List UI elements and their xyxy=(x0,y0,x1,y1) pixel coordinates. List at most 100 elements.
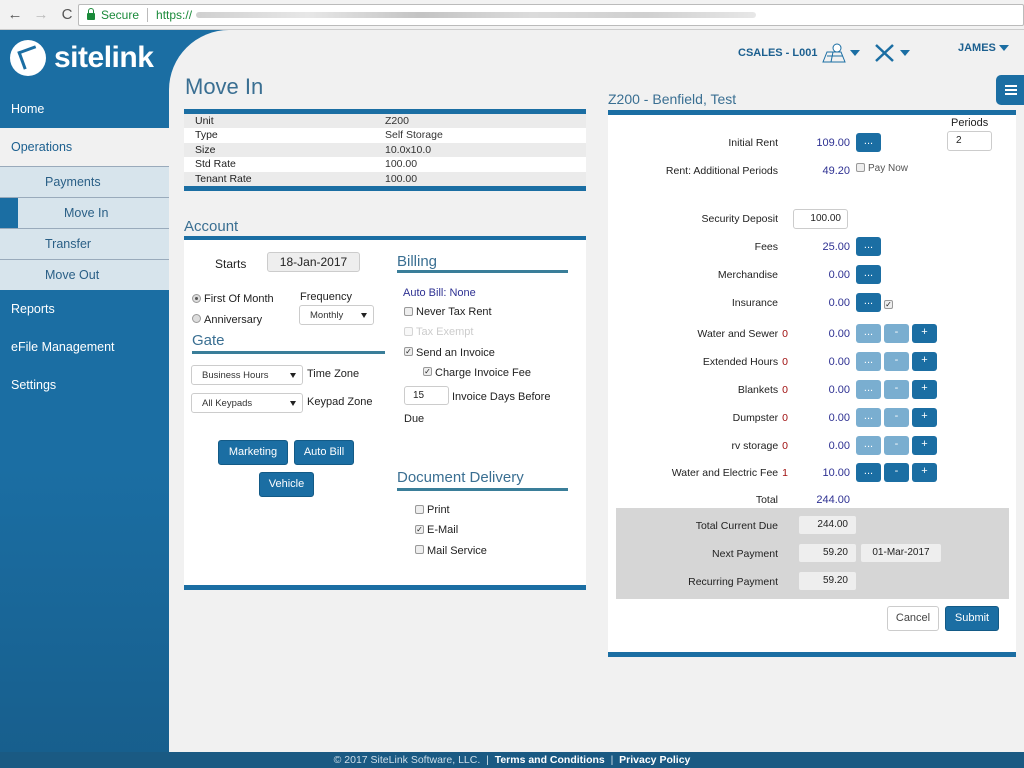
charge-minus-button[interactable]: - xyxy=(884,324,909,343)
additional-periods-label: Rent: Additional Periods xyxy=(665,165,778,177)
mail-service-checkbox[interactable] xyxy=(415,545,424,554)
vehicle-button[interactable]: Vehicle xyxy=(259,472,314,497)
insurance-checkbox[interactable]: ✓ xyxy=(884,300,893,309)
charge-more-button[interactable]: ... xyxy=(856,463,881,482)
invoice-days-input[interactable]: 15 xyxy=(404,386,449,405)
never-tax-rent-checkbox[interactable] xyxy=(404,307,413,316)
starts-date-field[interactable]: 18-Jan-2017 xyxy=(267,252,360,272)
charge-minus-button[interactable]: - xyxy=(884,380,909,399)
mail-service-label: Mail Service xyxy=(427,545,487,557)
user-menu[interactable]: JAMES xyxy=(958,42,1009,54)
total-current-due-label: Total Current Due xyxy=(695,520,778,532)
charge-plus-button[interactable]: + xyxy=(912,436,937,455)
charge-label: Extended Hours 0 xyxy=(620,356,788,368)
charge-minus-button[interactable]: - xyxy=(884,352,909,371)
time-zone-value: Business Hours xyxy=(202,369,269,381)
chevron-down-icon xyxy=(850,50,861,56)
cancel-button[interactable]: Cancel xyxy=(887,606,939,631)
charge-minus-button[interactable]: - xyxy=(884,408,909,427)
charge-plus-button[interactable]: + xyxy=(912,352,937,371)
table-row: Unit Z200 xyxy=(184,114,586,129)
logo-text: sitelink xyxy=(54,41,154,74)
sidebar-item-efile[interactable]: eFile Management xyxy=(11,340,115,354)
charge-plus-button[interactable]: + xyxy=(912,408,937,427)
total-amount: 244.00 xyxy=(816,494,850,506)
charge-minus-button[interactable]: - xyxy=(884,436,909,455)
tools-menu[interactable] xyxy=(873,42,910,64)
sidebar-item-reports[interactable]: Reports xyxy=(11,302,55,316)
logo-icon xyxy=(10,40,46,76)
chevron-down-icon xyxy=(900,50,910,56)
print-checkbox[interactable] xyxy=(415,505,424,514)
first-of-month-radio[interactable] xyxy=(192,294,201,303)
tax-exempt-checkbox[interactable] xyxy=(404,327,413,336)
insurance-more-button[interactable]: ... xyxy=(856,293,881,312)
user-label: JAMES xyxy=(958,42,996,54)
charge-more-button[interactable]: ... xyxy=(856,408,881,427)
periods-input[interactable]: 2 xyxy=(947,131,992,151)
unit-info-table: Unit Z200 Type Self Storage Size 10.0x10.0 … xyxy=(184,109,586,191)
charge-minus-button[interactable]: - xyxy=(884,463,909,482)
charge-more-button[interactable]: ... xyxy=(856,352,881,371)
table-row: Std Rate 100.00 xyxy=(184,157,586,171)
time-zone-select[interactable]: Business Hours xyxy=(191,365,303,385)
sidebar-item-payments[interactable]: Payments xyxy=(0,166,169,197)
charge-name: rv storage xyxy=(731,440,779,452)
sidebar-item-home[interactable]: Home xyxy=(11,102,45,116)
next-payment-date: 01-Mar-2017 xyxy=(861,544,941,562)
charge-invoice-fee-checkbox[interactable]: ✓ xyxy=(423,367,432,376)
table-row: Tenant Rate 100.00 xyxy=(184,171,586,186)
charge-label: rv storage 0 xyxy=(620,440,788,452)
charge-label: Water and Sewer 0 xyxy=(620,328,788,340)
address-bar[interactable]: Secure https:// xyxy=(78,4,1024,26)
row-value: Self Storage xyxy=(385,129,443,142)
charge-more-button[interactable]: ... xyxy=(856,324,881,343)
insurance-label: Insurance xyxy=(731,297,778,309)
time-zone-label: Time Zone xyxy=(307,368,360,380)
charge-amount: 0.00 xyxy=(828,328,850,340)
terms-link[interactable]: Terms and Conditions xyxy=(494,754,605,766)
pay-now-checkbox[interactable] xyxy=(856,163,865,172)
frequency-select[interactable]: Monthly xyxy=(299,305,374,325)
row-value: 100.00 xyxy=(385,172,418,185)
keypad-zone-select[interactable]: All Keypads xyxy=(191,393,303,413)
merchandise-more-button[interactable]: ... xyxy=(856,265,881,284)
initial-rent-more-button[interactable]: ... xyxy=(856,133,881,152)
forward-icon[interactable]: → xyxy=(33,6,49,23)
back-icon[interactable]: ← xyxy=(7,6,23,23)
charge-more-button[interactable]: ... xyxy=(856,436,881,455)
email-checkbox[interactable]: ✓ xyxy=(415,525,424,534)
charge-plus-button[interactable]: + xyxy=(912,463,937,482)
menu-button[interactable] xyxy=(996,75,1024,105)
auto-bill-button[interactable]: Auto Bill xyxy=(294,440,354,465)
url-text: https:// xyxy=(156,8,193,22)
sidebar-item-settings[interactable]: Settings xyxy=(11,378,57,392)
frequency-value: Monthly xyxy=(310,309,344,321)
charge-name: Extended Hours xyxy=(702,356,779,368)
url-blurred xyxy=(196,12,757,18)
privacy-link[interactable]: Privacy Policy xyxy=(619,754,691,766)
security-deposit-input[interactable]: 100.00 xyxy=(793,209,848,229)
keypad-zone-value: All Keypads xyxy=(202,397,253,409)
print-label: Print xyxy=(427,504,450,516)
pay-now-label: Pay Now xyxy=(868,163,909,174)
location-selector[interactable]: CSALES - L001 xyxy=(738,42,861,64)
reload-icon[interactable]: C xyxy=(61,6,73,23)
marketing-button[interactable]: Marketing xyxy=(218,440,288,465)
fees-more-button[interactable]: ... xyxy=(856,237,881,256)
sitelink-logo[interactable]: sitelink xyxy=(10,40,154,76)
sidebar-item-operations[interactable]: Operations xyxy=(0,128,169,166)
sidebar-item-move-out[interactable]: Move Out xyxy=(0,259,169,290)
send-invoice-checkbox[interactable]: ✓ xyxy=(404,347,413,356)
charge-name: Water and Electric Fee xyxy=(671,467,779,479)
lock-icon xyxy=(87,8,95,20)
anniversary-radio[interactable] xyxy=(192,314,201,323)
charge-count: 0 xyxy=(782,356,788,368)
sidebar-item-move-in[interactable]: Move In xyxy=(0,197,169,228)
charge-plus-button[interactable]: + xyxy=(912,380,937,399)
auto-bill-status: Auto Bill: None xyxy=(403,287,476,299)
submit-button[interactable]: Submit xyxy=(945,606,999,631)
sidebar-item-transfer[interactable]: Transfer xyxy=(0,228,169,259)
charge-plus-button[interactable]: + xyxy=(912,324,937,343)
charge-more-button[interactable]: ... xyxy=(856,380,881,399)
